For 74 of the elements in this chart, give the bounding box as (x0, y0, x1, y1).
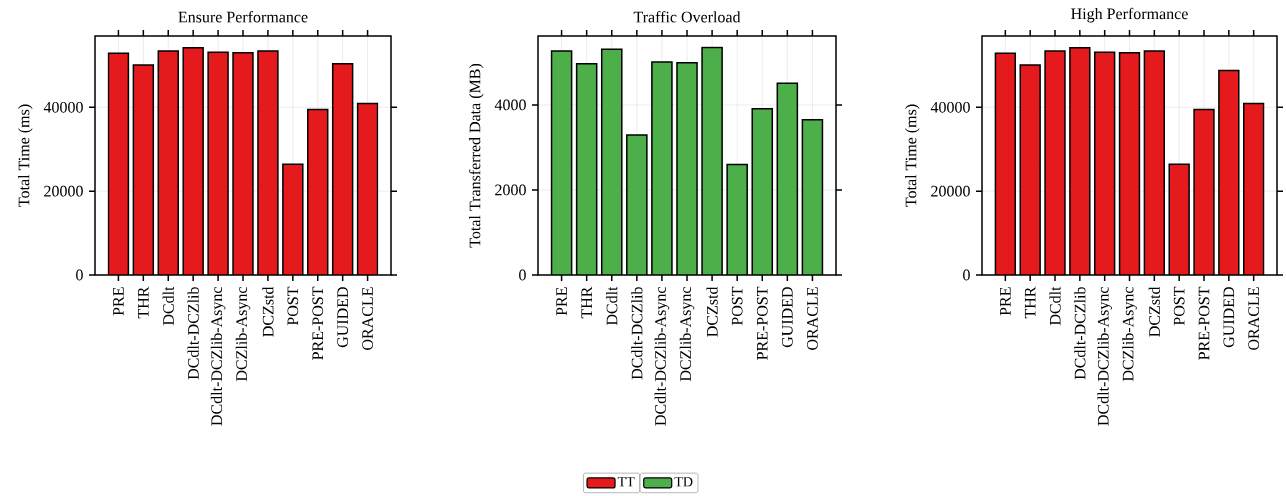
x-tick-label: ORACLE (1248, 287, 1260, 350)
x-tick-label: GUIDED (781, 287, 793, 348)
bar (576, 63, 597, 275)
x-tick-label: PRE-POST (312, 286, 324, 360)
chart-title: High Performance (1071, 7, 1188, 23)
y-axis-title: Total Time (ms) (905, 104, 920, 207)
y-tick-label: 0 (76, 269, 83, 281)
x-tick-label: DCdlt-DCZlib-Async (1097, 287, 1112, 426)
y-tick-label: 2000 (495, 184, 526, 196)
chart-title: Ensure Performance (178, 11, 308, 23)
bar (551, 50, 572, 275)
bar (1069, 47, 1090, 275)
bar (801, 119, 824, 275)
x-tick-label: PRE-POST (756, 286, 768, 360)
bar (777, 83, 798, 275)
bar (183, 47, 204, 275)
y-tick-label: 40000 (43, 101, 83, 113)
x-tick-label: GUIDED (337, 287, 349, 348)
x-tick-label: POST (1173, 286, 1185, 326)
bar (332, 63, 353, 275)
bar (1218, 70, 1239, 275)
x-tick-label: PRE (556, 287, 567, 316)
x-tick-label: DCZstd (262, 286, 274, 337)
x-tick-label: POST (731, 286, 743, 326)
x-tick-label: ORACLE (807, 287, 818, 350)
x-tick-label: POST (287, 286, 299, 326)
x-tick-label: DCZlib-Async (1122, 287, 1137, 382)
x-tick-label: DCZlib-Async (235, 287, 251, 382)
x-tick-label: DCdlt (162, 286, 174, 326)
x-tick-label: DCdlt (606, 286, 618, 326)
y-tick-label: 4000 (494, 99, 526, 111)
x-tick-label: DCdlt-DCZlib (1074, 287, 1086, 380)
bar (1094, 52, 1115, 275)
y-axis-title: Total Transferred Data (MB) (468, 63, 484, 248)
x-tick-label: GUIDED (1223, 287, 1235, 348)
y-tick-label: 0 (963, 269, 970, 281)
x-tick-label: DCZlib-Async (679, 287, 695, 382)
y-tick-label: 20000 (931, 185, 970, 197)
legend-label: TD (674, 477, 693, 487)
x-tick-label: DCdlt-DCZlib-Async (654, 287, 670, 426)
x-tick-label: PRE (113, 287, 124, 316)
x-tick-label: THR (1024, 286, 1036, 319)
bar (1119, 52, 1140, 275)
x-tick-label: DCdlt-DCZlib (631, 287, 643, 380)
x-tick-label: PRE-POST (1198, 286, 1210, 360)
x-tick-label: THR (138, 286, 149, 319)
y-tick-label: 0 (519, 269, 526, 281)
x-tick-label: ORACLE (362, 287, 373, 350)
legend-label: TT (617, 477, 635, 487)
bar (1020, 64, 1041, 275)
bar (752, 108, 773, 275)
y-tick-label: 20000 (44, 185, 83, 197)
chart-title: Traffic Overload (633, 11, 741, 23)
bar (1194, 109, 1214, 275)
bar (1045, 51, 1065, 275)
bar (995, 53, 1016, 275)
y-axis-title: Total Time (ms) (18, 104, 33, 207)
x-tick-label: THR (581, 286, 592, 319)
bar (108, 53, 129, 275)
bar (356, 102, 379, 275)
x-tick-label: DCdlt-DCZlib (187, 287, 199, 380)
x-tick-label: PRE (1000, 287, 1011, 316)
x-tick-label: DCZstd (706, 286, 718, 337)
x-tick-label: DCdlt (1049, 286, 1061, 326)
bar (257, 51, 278, 275)
bar (133, 64, 154, 275)
y-tick-label: 40000 (930, 101, 970, 113)
bar (1144, 51, 1165, 275)
bar (601, 49, 622, 275)
bar (1242, 102, 1265, 275)
x-tick-label: DCZstd (1148, 286, 1160, 337)
bar (208, 52, 229, 275)
bar (158, 51, 179, 275)
x-tick-label: DCdlt-DCZlib-Async (210, 287, 226, 426)
